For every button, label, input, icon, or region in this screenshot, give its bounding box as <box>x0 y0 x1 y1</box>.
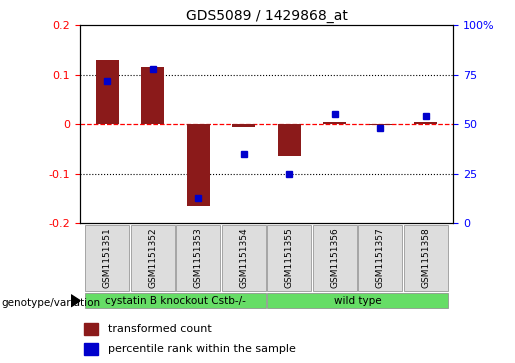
Text: wild type: wild type <box>334 296 382 306</box>
Title: GDS5089 / 1429868_at: GDS5089 / 1429868_at <box>185 9 348 23</box>
Text: GSM1151355: GSM1151355 <box>285 227 294 288</box>
Bar <box>278 124 301 156</box>
FancyBboxPatch shape <box>404 225 448 291</box>
Text: cystatin B knockout Cstb-/-: cystatin B knockout Cstb-/- <box>105 296 246 306</box>
FancyBboxPatch shape <box>131 225 175 291</box>
Polygon shape <box>71 295 80 307</box>
Bar <box>83 343 98 355</box>
FancyBboxPatch shape <box>267 293 448 309</box>
Bar <box>323 122 346 124</box>
FancyBboxPatch shape <box>358 225 402 291</box>
Bar <box>96 60 118 124</box>
FancyBboxPatch shape <box>85 293 266 309</box>
Text: GSM1151353: GSM1151353 <box>194 227 203 288</box>
Bar <box>187 124 210 206</box>
Bar <box>141 68 164 124</box>
FancyBboxPatch shape <box>222 225 266 291</box>
Bar <box>232 124 255 127</box>
Text: GSM1151356: GSM1151356 <box>330 227 339 288</box>
Text: percentile rank within the sample: percentile rank within the sample <box>108 344 296 354</box>
Text: GSM1151357: GSM1151357 <box>376 227 385 288</box>
FancyBboxPatch shape <box>85 225 129 291</box>
FancyBboxPatch shape <box>267 225 311 291</box>
FancyBboxPatch shape <box>313 225 357 291</box>
Text: GSM1151358: GSM1151358 <box>421 227 431 288</box>
Text: transformed count: transformed count <box>108 324 212 334</box>
Bar <box>83 323 98 335</box>
Text: genotype/variation: genotype/variation <box>1 298 100 308</box>
Text: GSM1151351: GSM1151351 <box>102 227 112 288</box>
FancyBboxPatch shape <box>176 225 220 291</box>
Bar <box>415 122 437 124</box>
Text: GSM1151352: GSM1151352 <box>148 227 157 288</box>
Text: GSM1151354: GSM1151354 <box>239 227 248 288</box>
Bar <box>369 124 392 125</box>
